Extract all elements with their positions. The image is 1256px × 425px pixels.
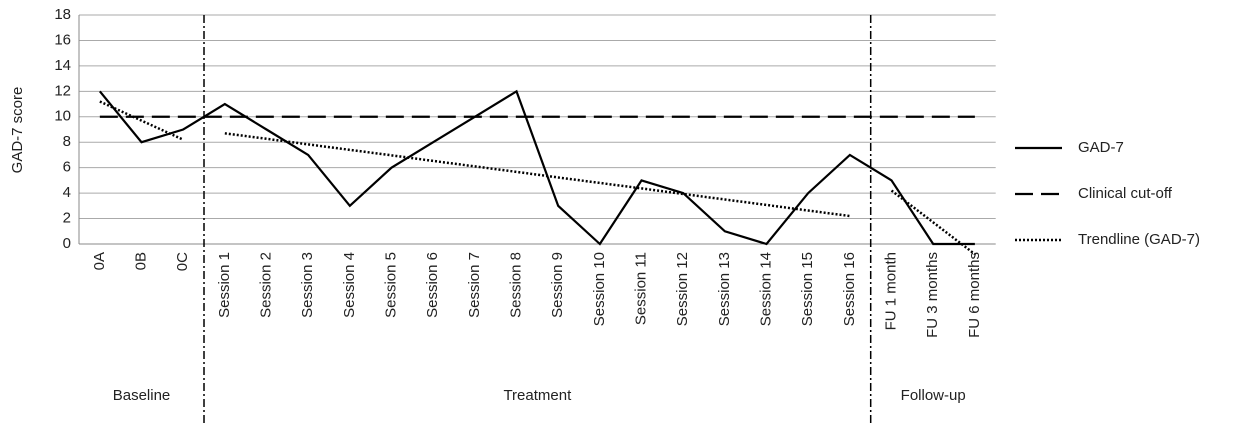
x-tick-label: Session 12 — [674, 252, 691, 326]
y-tick-label: 12 — [54, 82, 71, 99]
x-tick-label: 0A — [91, 252, 108, 270]
x-tick-label: Session 8 — [507, 252, 524, 318]
y-tick-label: 6 — [63, 159, 71, 176]
series-line — [99, 100, 184, 141]
group-label: Treatment — [503, 387, 572, 404]
y-tick-label: 4 — [63, 184, 71, 201]
legend-label: Clinical cut-off — [1078, 185, 1173, 202]
x-tick-label: Session 15 — [799, 252, 816, 326]
x-tick-label: 0B — [132, 252, 149, 270]
y-tick-label: 2 — [63, 210, 71, 227]
y-tick-label: 14 — [54, 57, 71, 74]
x-tick-label: Session 9 — [549, 252, 566, 318]
x-tick-label: Session 13 — [716, 252, 733, 326]
x-tick-label: Session 16 — [841, 252, 858, 326]
group-label: Baseline — [113, 387, 171, 404]
x-tick-label: Session 10 — [591, 252, 608, 326]
x-tick-label: Session 5 — [382, 252, 399, 318]
x-tick-label: Session 3 — [299, 252, 316, 318]
group-label: Follow-up — [901, 387, 966, 404]
x-tick-label: Session 14 — [757, 252, 774, 326]
x-tick-label: Session 1 — [216, 252, 233, 318]
x-tick-label: FU 6 months — [966, 252, 983, 338]
y-tick-label: 10 — [54, 108, 71, 125]
x-tick-label: FU 3 months — [924, 252, 941, 338]
x-tick-label: Session 7 — [466, 252, 483, 318]
y-tick-label: 0 — [63, 235, 71, 252]
legend-label: Trendline (GAD-7) — [1078, 231, 1200, 248]
x-tick-label: 0C — [174, 252, 191, 271]
y-tick-label: 8 — [63, 133, 71, 150]
x-tick-label: FU 1 month — [882, 252, 899, 330]
legend-label: GAD-7 — [1078, 139, 1124, 156]
y-tick-label: 16 — [54, 31, 71, 48]
y-axis-title: GAD-7 score — [9, 87, 26, 174]
series-line — [890, 189, 976, 256]
x-tick-label: Session 6 — [424, 252, 441, 318]
y-tick-label: 18 — [54, 6, 71, 23]
x-tick-label: Session 2 — [257, 252, 274, 318]
series-line — [224, 132, 851, 218]
x-tick-label: Session 4 — [341, 252, 358, 318]
x-tick-label: Session 11 — [632, 252, 649, 325]
